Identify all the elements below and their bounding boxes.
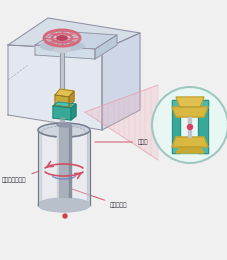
Text: 伝達トルク: 伝達トルク: [71, 189, 127, 208]
Polygon shape: [171, 100, 207, 107]
Ellipse shape: [38, 123, 90, 137]
Ellipse shape: [57, 36, 67, 40]
Polygon shape: [171, 137, 207, 147]
Polygon shape: [60, 118, 64, 130]
Polygon shape: [8, 18, 139, 50]
Polygon shape: [59, 125, 69, 197]
Polygon shape: [87, 130, 90, 205]
Ellipse shape: [54, 48, 70, 53]
Polygon shape: [175, 147, 203, 153]
Polygon shape: [55, 89, 74, 97]
Polygon shape: [171, 147, 207, 153]
Polygon shape: [197, 100, 207, 153]
Polygon shape: [53, 102, 76, 108]
Ellipse shape: [38, 198, 90, 212]
Polygon shape: [101, 33, 139, 130]
Ellipse shape: [40, 41, 84, 51]
Text: コイル回転方向: コイル回転方向: [2, 171, 39, 183]
Polygon shape: [38, 130, 41, 205]
Polygon shape: [171, 107, 207, 117]
Circle shape: [63, 214, 67, 218]
Ellipse shape: [57, 123, 71, 127]
Polygon shape: [60, 53, 64, 95]
Polygon shape: [69, 125, 71, 197]
Circle shape: [187, 125, 192, 129]
Polygon shape: [71, 104, 76, 120]
Polygon shape: [85, 85, 157, 160]
Polygon shape: [53, 106, 71, 120]
Polygon shape: [55, 95, 69, 107]
Circle shape: [151, 87, 227, 163]
Polygon shape: [35, 31, 116, 49]
Polygon shape: [188, 117, 191, 137]
Polygon shape: [95, 35, 116, 59]
Polygon shape: [175, 97, 203, 107]
Polygon shape: [171, 100, 179, 153]
Polygon shape: [57, 125, 59, 197]
Polygon shape: [8, 45, 101, 130]
Polygon shape: [69, 91, 74, 107]
Polygon shape: [41, 130, 87, 205]
Polygon shape: [35, 45, 95, 59]
Text: ロータ: ロータ: [94, 139, 148, 145]
Ellipse shape: [48, 40, 76, 47]
